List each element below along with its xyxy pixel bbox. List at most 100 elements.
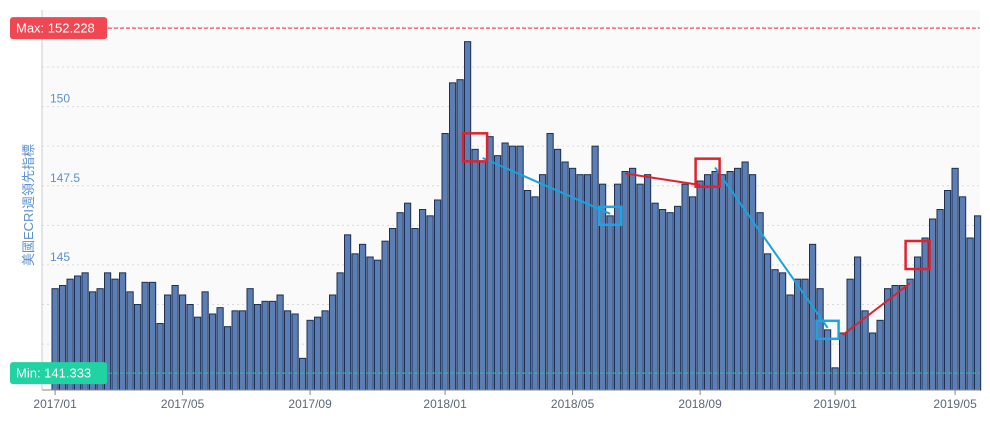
bar: [764, 253, 772, 391]
bar: [494, 155, 502, 391]
bar: [306, 319, 314, 391]
bar: [606, 215, 614, 391]
bar: [599, 183, 607, 391]
bar: [674, 205, 682, 391]
bar: [381, 240, 389, 391]
bar: [141, 281, 149, 391]
bar: [336, 272, 344, 391]
bar: [441, 133, 449, 391]
bar: [914, 256, 922, 391]
bar: [659, 209, 667, 391]
bar: [449, 82, 457, 391]
bar: [404, 202, 412, 391]
bar: [741, 161, 749, 391]
bar: [126, 291, 134, 391]
y-tick-label: 147.5: [50, 171, 80, 185]
bar: [554, 148, 562, 391]
bar: [726, 171, 734, 391]
bar: [899, 285, 907, 391]
bar: [621, 171, 629, 391]
bar: [786, 294, 794, 391]
y-tick-label: 145: [50, 250, 70, 264]
bar: [426, 215, 434, 391]
bar: [704, 174, 712, 391]
bar: [809, 243, 817, 391]
bar: [591, 145, 599, 391]
bar: [876, 319, 884, 391]
bar: [719, 174, 727, 391]
y-tick-label: 150: [50, 92, 70, 106]
bar: [501, 142, 509, 391]
bar: [419, 209, 427, 391]
bar: [771, 269, 779, 391]
bar: [869, 332, 877, 391]
bar: [951, 167, 959, 391]
bar: [636, 183, 644, 391]
y-axis-title: 美國ECRI週領先指標: [21, 144, 36, 266]
bar: [486, 136, 494, 391]
bar: [614, 183, 622, 391]
peak-highlight-box: [461, 132, 489, 163]
bar: [756, 212, 764, 391]
bar: [584, 174, 592, 391]
bar: [516, 145, 524, 391]
x-tick-label: 2018/01: [423, 397, 467, 411]
bar: [456, 79, 464, 391]
bar: [666, 212, 674, 391]
bar: [216, 307, 224, 391]
bar: [329, 294, 337, 391]
bar: [194, 316, 202, 391]
bar: [411, 228, 419, 391]
bar: [179, 294, 187, 391]
bar: [291, 313, 299, 391]
x-tick-label: 2018/09: [678, 397, 722, 411]
bar: [246, 288, 254, 391]
bar: [201, 291, 209, 391]
x-tick-label: 2019/01: [813, 397, 857, 411]
bar: [314, 316, 322, 391]
bar: [974, 215, 982, 391]
bar: [546, 133, 554, 391]
peak-highlight-box: [904, 239, 931, 271]
x-tick-label: 2017/09: [288, 397, 332, 411]
bar: [269, 300, 277, 391]
bar: [471, 148, 479, 391]
annotations: [42, 27, 980, 374]
bar: [696, 180, 704, 391]
bar: [509, 145, 517, 391]
bar: [561, 161, 569, 391]
bar: [944, 190, 952, 391]
bar: [644, 174, 652, 391]
bar: [711, 171, 719, 391]
bar: [389, 228, 397, 391]
bar: [629, 167, 637, 391]
bar: [119, 272, 127, 391]
bar: [569, 167, 577, 391]
bar: [374, 259, 382, 391]
bar: [464, 41, 472, 391]
bar: [299, 357, 307, 391]
bar: [749, 174, 757, 391]
bar: [321, 310, 329, 391]
bar: [396, 212, 404, 391]
bar: [539, 174, 547, 391]
x-ticks: 2017/01 2017/05 2017/09 2018/01 2018/05 2018/…: [33, 390, 977, 411]
x-tick-label: 2017/05: [161, 397, 205, 411]
bar: [351, 253, 359, 391]
trend-line-up: [624, 172, 701, 186]
trend-line-down: [482, 157, 611, 215]
x-tick-label: 2018/05: [551, 397, 595, 411]
bar: [171, 285, 179, 391]
bar: [284, 310, 292, 391]
bar: [186, 304, 194, 391]
bar: [344, 234, 352, 391]
trend-line-up: [841, 282, 911, 336]
bar: [164, 294, 172, 391]
bar: [276, 294, 284, 391]
bar: [524, 190, 532, 391]
bar: [936, 209, 944, 391]
x-tick-label: 2017/01: [33, 397, 77, 411]
min-label: Min: 141.333: [16, 366, 91, 381]
bar: [261, 300, 269, 391]
